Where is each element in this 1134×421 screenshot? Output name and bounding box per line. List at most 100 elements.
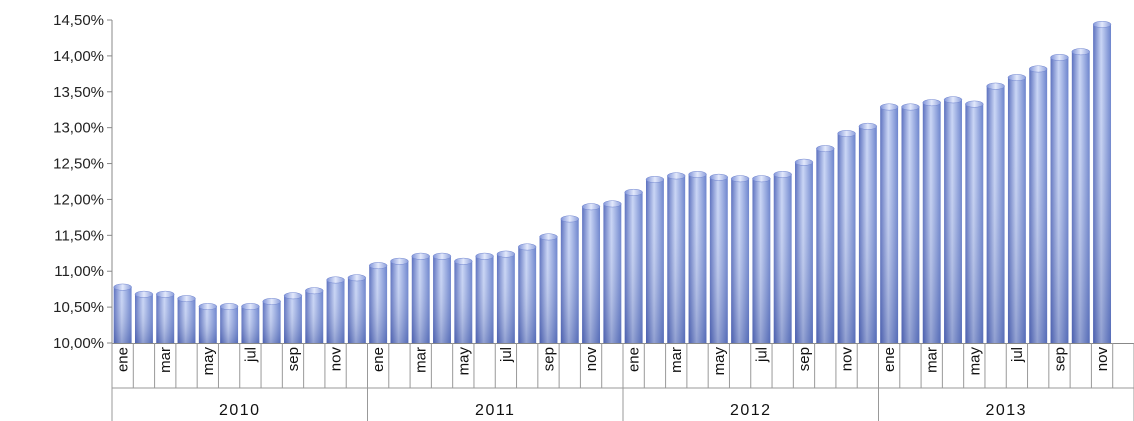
year-label: 2011	[475, 402, 515, 419]
bar-cap	[560, 215, 579, 223]
bar	[581, 203, 601, 343]
bar-cap	[922, 99, 941, 107]
bar-cap	[581, 203, 601, 211]
bar-cap	[858, 122, 878, 130]
bar-shade	[262, 301, 281, 343]
bar-shade	[688, 174, 707, 343]
bar-shade	[326, 279, 345, 343]
month-label: ene	[370, 347, 387, 372]
bar	[624, 188, 643, 343]
bar	[156, 290, 175, 343]
bar-shade	[731, 178, 750, 343]
bar-cap	[347, 274, 367, 282]
bar-shade	[858, 126, 877, 343]
bar-shade	[603, 203, 622, 343]
bar-cap	[113, 283, 132, 291]
bar-cap	[517, 243, 537, 251]
bar-cap	[794, 158, 814, 166]
bar-shade	[411, 256, 430, 343]
axes	[107, 19, 1134, 421]
bar	[816, 145, 835, 343]
bar-shade	[369, 265, 388, 343]
y-tick-label: 11,00%	[54, 263, 104, 280]
bar	[901, 103, 920, 343]
bar	[560, 215, 579, 343]
bar	[347, 274, 367, 343]
bar	[922, 99, 941, 343]
month-label: may	[966, 347, 983, 376]
bar-shade	[1071, 51, 1090, 343]
month-label: jul	[753, 347, 770, 363]
bar-cap	[454, 257, 473, 265]
bar	[262, 298, 281, 343]
month-label: mar	[668, 347, 685, 373]
bar-cap	[432, 252, 452, 260]
bar	[411, 252, 430, 343]
bar-shade	[752, 178, 771, 343]
year-label: 2013	[985, 402, 1027, 419]
bar	[219, 303, 239, 343]
bar-shade	[198, 306, 217, 343]
bar-cap	[879, 103, 899, 111]
bar-cap	[603, 200, 622, 208]
bar	[177, 295, 196, 343]
bar-cap	[943, 96, 963, 104]
bar-shade	[177, 298, 196, 343]
bar	[752, 175, 771, 343]
bar-cap	[901, 103, 920, 111]
bar-cap	[1007, 74, 1027, 82]
bar	[517, 243, 537, 343]
bar-shade	[454, 261, 473, 343]
y-tick-label: 14,50%	[53, 12, 104, 29]
bar-shade	[113, 287, 132, 343]
bar-shade	[156, 294, 175, 343]
month-label: nov	[328, 347, 345, 372]
bar-shade	[645, 179, 664, 343]
month-label: may	[200, 347, 217, 376]
bar	[475, 252, 494, 343]
month-label: may	[711, 347, 728, 376]
bar-shade	[305, 290, 324, 343]
month-label: nov	[583, 347, 600, 372]
year-label: 2010	[219, 402, 261, 419]
bar-shade	[433, 256, 451, 343]
bar-cap	[773, 171, 792, 178]
bar	[858, 122, 878, 343]
bar	[1050, 54, 1069, 343]
bar-cap	[156, 290, 175, 298]
bar-cap	[219, 303, 239, 310]
bar-cap	[986, 82, 1005, 90]
bar-shade	[773, 174, 792, 343]
bar	[305, 287, 324, 343]
bar-shade	[901, 106, 920, 343]
bar-shade	[475, 256, 494, 343]
month-label: mar	[924, 347, 941, 373]
bar	[432, 252, 452, 343]
bar-cap	[816, 145, 835, 153]
month-label: mar	[413, 347, 430, 373]
bar-shade	[284, 295, 302, 343]
bar-shade	[922, 102, 941, 343]
bar-shade	[496, 254, 515, 343]
month-label: ene	[626, 347, 643, 372]
y-tick-label: 14,00%	[53, 48, 104, 65]
bar	[794, 158, 814, 343]
bar	[113, 283, 132, 343]
bar-cap	[667, 172, 686, 180]
y-tick-label: 10,50%	[53, 299, 104, 316]
month-label: may	[455, 347, 472, 376]
labels: 10,00% 10,50% 11,00% 11,50% 12,00% 12,50% 13,0…	[53, 12, 1111, 419]
month-label: nov	[1094, 347, 1111, 372]
bar-cap	[496, 250, 516, 258]
bar-cap	[1028, 65, 1048, 73]
bar	[709, 173, 729, 343]
bar-shade	[816, 148, 835, 343]
bar	[1071, 48, 1090, 343]
month-label: ene	[881, 347, 898, 372]
bar	[688, 171, 707, 343]
bar-cap	[262, 298, 281, 305]
bar-cap	[390, 257, 409, 265]
bar-cap	[688, 171, 707, 178]
bar-cap	[730, 175, 750, 183]
